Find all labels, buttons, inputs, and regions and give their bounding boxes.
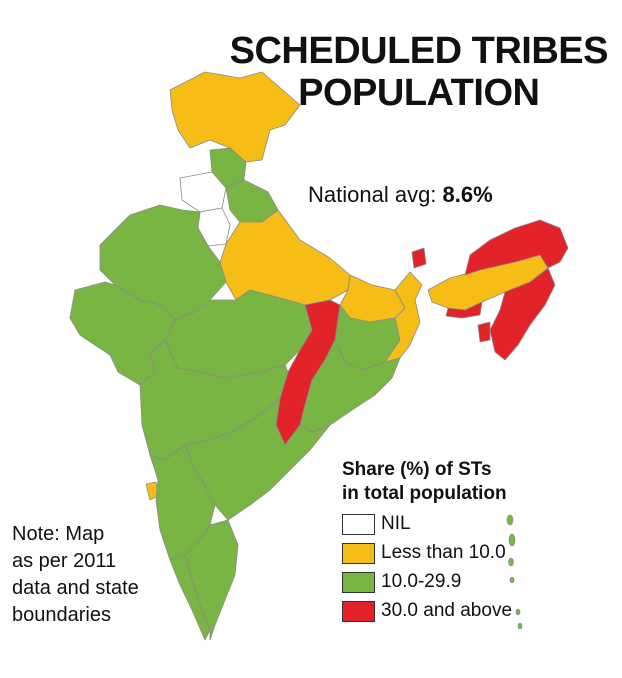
legend-swatch-mid	[342, 571, 375, 593]
legend-title: Share (%) of STs in total population	[342, 458, 562, 506]
national-average-label: National avg:	[308, 182, 437, 207]
legend-swatch-high	[342, 600, 375, 622]
legend-title-line-2: in total population	[342, 483, 507, 504]
region-tripura	[477, 321, 491, 343]
map-title: SCHEDULED TRIBES POPULATION	[229, 30, 609, 114]
title-line-2: POPULATION	[298, 72, 540, 114]
region-odisha	[299, 339, 401, 433]
legend-item-mid: 10.0-29.9	[342, 571, 562, 593]
legend-item-high: 30.0 and above	[342, 600, 562, 622]
andaman-islands	[506, 514, 523, 630]
note-line-3: data and state	[12, 577, 139, 599]
legend-label-low: Less than 10.0	[381, 542, 506, 563]
legend-item-low: Less than 10.0	[342, 542, 562, 564]
note-line-2: as per 2011	[12, 550, 117, 572]
region-sikkim	[411, 247, 427, 269]
region-west-bengal	[384, 271, 423, 363]
region-uttar-pradesh	[219, 209, 351, 306]
legend: Share (%) of STs in total population NIL…	[342, 458, 562, 622]
legend-label-nil: NIL	[381, 513, 411, 534]
note-line-4: boundaries	[12, 604, 111, 626]
legend-swatch-nil	[342, 513, 375, 535]
national-average: National avg: 8.6%	[308, 182, 493, 208]
legend-swatch-low	[342, 542, 375, 564]
region-jammu-kashmir	[169, 71, 301, 163]
region-tamil-nadu	[184, 519, 239, 641]
region-northeast-states	[445, 219, 569, 361]
note-line-1: Note: Map	[12, 523, 105, 545]
legend-label-high: 30.0 and above	[381, 600, 513, 621]
region-bihar	[339, 274, 406, 323]
map-note: Note: Map as per 2011 data and state bou…	[12, 521, 182, 629]
title-line-1: SCHEDULED TRIBES	[229, 30, 609, 72]
national-average-value: 8.6%	[442, 182, 493, 207]
legend-label-mid: 10.0-29.9	[381, 571, 462, 592]
legend-title-line-1: Share (%) of STs	[342, 459, 492, 480]
legend-item-nil: NIL	[342, 513, 562, 535]
